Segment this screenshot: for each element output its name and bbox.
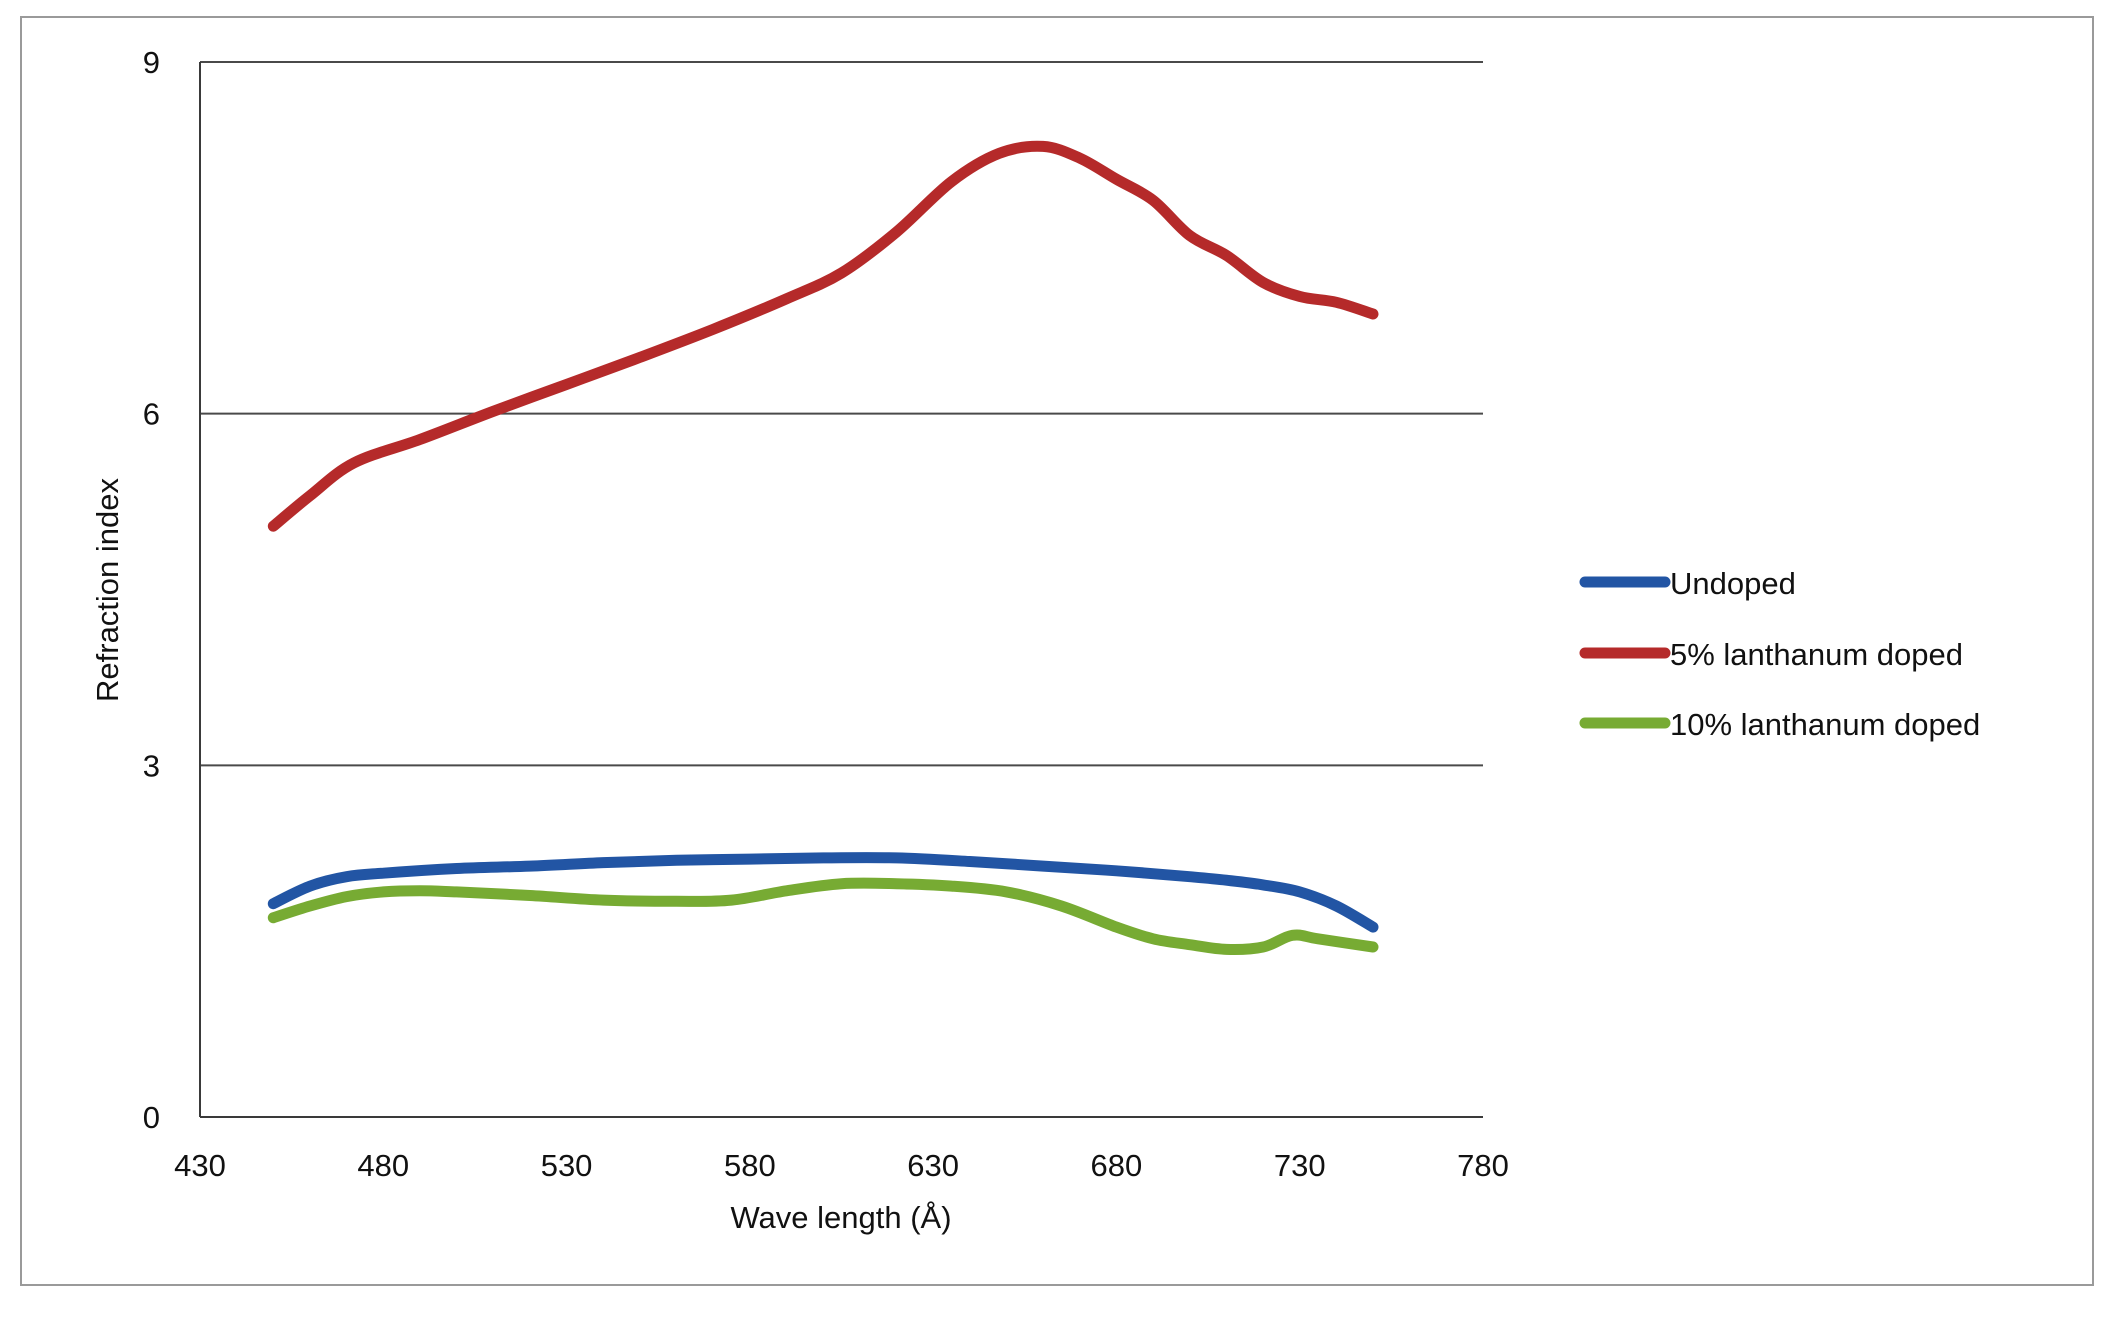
y-tick-label-0: 0	[143, 1100, 160, 1135]
y-tick-label-3: 3	[143, 748, 160, 783]
x-axis-label: Wave length (Å)	[730, 1200, 951, 1235]
x-tick-label-530: 530	[541, 1148, 593, 1183]
x-tick-label-780: 780	[1457, 1148, 1509, 1183]
legend-label-undoped: Undoped	[1670, 566, 1796, 601]
legend-label-5pct-doped: 5% lanthanum doped	[1670, 637, 1963, 672]
x-tick-label-680: 680	[1091, 1148, 1143, 1183]
y-tick-label-6: 6	[143, 397, 160, 432]
legend: Undoped 5% lanthanum doped 10% lanthanum…	[1579, 566, 1980, 742]
x-tick-label-430: 430	[174, 1148, 226, 1183]
x-tick-label-580: 580	[724, 1148, 776, 1183]
legend-label-10pct-doped: 10% lanthanum doped	[1670, 707, 1980, 742]
series-line-undoped	[267, 852, 1379, 933]
x-tick-label-730: 730	[1274, 1148, 1326, 1183]
series-line-10pct-doped	[267, 877, 1379, 956]
x-tick-label-480: 480	[357, 1148, 409, 1183]
y-axis-label: Refraction index	[90, 477, 125, 702]
chart-frame	[20, 16, 2094, 1286]
x-tick-label-630: 630	[907, 1148, 959, 1183]
y-tick-label-9: 9	[143, 45, 160, 80]
series-line-5pct-doped	[267, 140, 1379, 532]
